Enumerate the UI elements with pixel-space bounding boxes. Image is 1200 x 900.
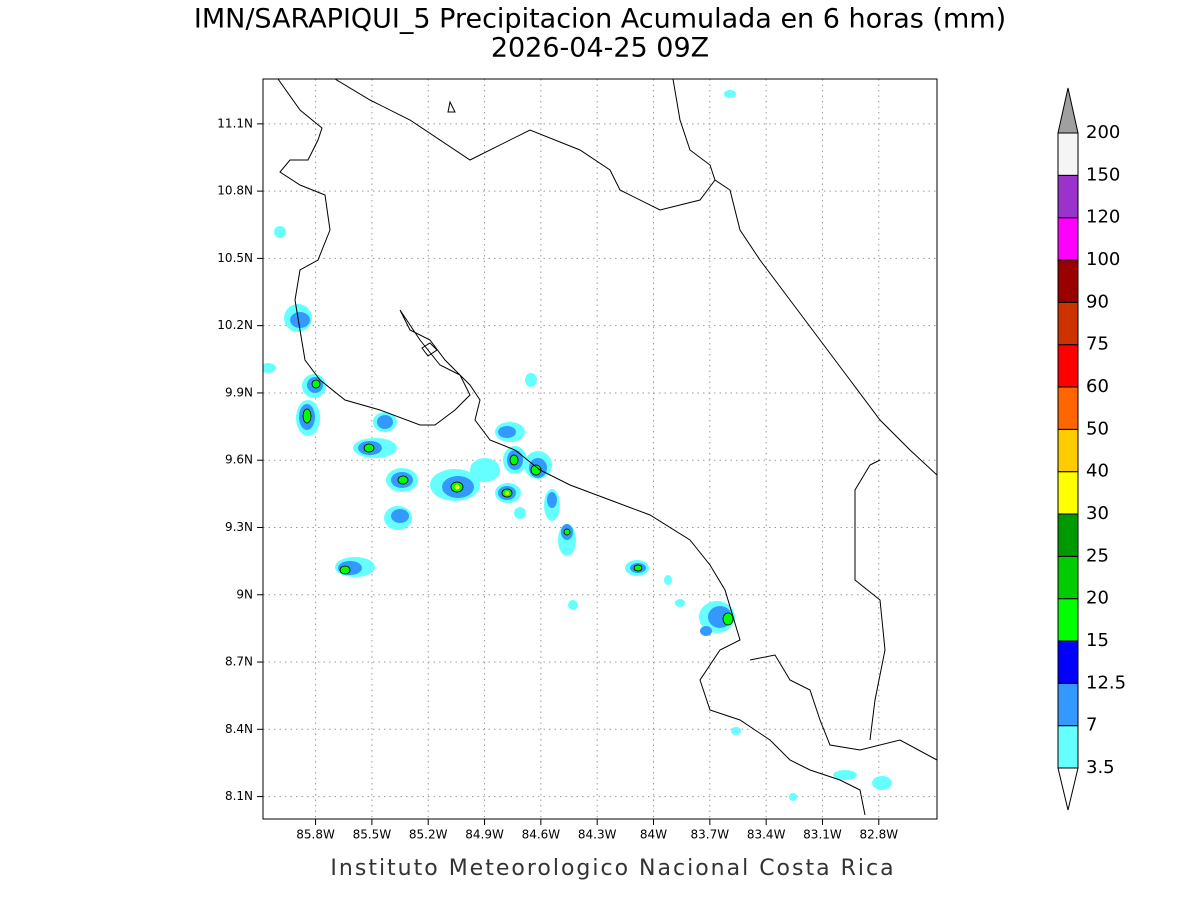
x-tick-label: 85.5W: [353, 828, 392, 842]
colorbar-box: [1057, 386, 1079, 430]
colorbar-label: 60: [1086, 376, 1109, 397]
colorbar-label: 20: [1086, 588, 1109, 609]
colorbar-box: [1057, 725, 1079, 769]
colorbar-box: [1057, 132, 1079, 176]
y-tick-label: 10.5N: [217, 251, 253, 265]
x-tick-label: 84.6W: [522, 828, 561, 842]
colorbar-label: 120: [1086, 207, 1120, 228]
colorbar-box: [1057, 428, 1079, 473]
x-tick-label: 83.1W: [803, 828, 842, 842]
colorbar-label: 15: [1086, 630, 1109, 651]
rain-light: [263, 90, 892, 801]
colorbar-box: [1057, 513, 1079, 557]
colorbar-box: [1057, 471, 1079, 515]
y-tick-label: 9.3N: [225, 520, 253, 534]
y-tick-label: 9N: [236, 587, 253, 601]
y-tick-label: 8.4N: [225, 722, 253, 736]
footer: Instituto Meteorologico Nacional Costa R…: [330, 856, 895, 881]
y-tick-label: 8.7N: [225, 655, 253, 669]
colorbar-box: [1057, 259, 1079, 303]
precipitation: [263, 79, 937, 816]
x-tick-label: 84W: [640, 828, 667, 842]
x-tick-label: 85.2W: [409, 828, 448, 842]
colorbar-label: 40: [1086, 461, 1109, 482]
y-tick-label: 10.8N: [217, 184, 253, 198]
colorbar-label: 12.5: [1086, 672, 1126, 693]
coastline: [277, 79, 937, 816]
y-tick-label: 9.9N: [225, 385, 253, 399]
grid: [263, 79, 937, 819]
rain-moderate: [290, 312, 732, 636]
colorbar-label: 90: [1086, 291, 1109, 312]
colorbar-label: 30: [1086, 503, 1109, 524]
x-tick-label: 84.3W: [578, 828, 617, 842]
colorbar-box: [1057, 174, 1079, 219]
colorbar-over: [1057, 87, 1079, 134]
colorbar: 3.5 7 12.5 15 20 25 30 40 50 60 75 90 100 120 150 200: [1057, 87, 1126, 811]
colorbar-label: 100: [1086, 249, 1120, 270]
colorbar-under: [1057, 767, 1079, 811]
colorbar-box: [1057, 301, 1079, 346]
map-frame: [262, 78, 938, 820]
colorbar-box: [1057, 682, 1079, 727]
colorbar-box: [1057, 555, 1079, 600]
x-tick-label: 82.8W: [860, 828, 899, 842]
colorbar-label: 75: [1086, 334, 1109, 355]
colorbar-label: 3.5: [1086, 757, 1115, 778]
subtitle: 2026-04-25 09Z: [491, 33, 709, 64]
colorbar-label: 7: [1086, 715, 1097, 736]
colorbar-label: 200: [1086, 122, 1120, 143]
y-tick-label: 10.2N: [217, 318, 253, 332]
colorbar-label: 150: [1086, 164, 1120, 185]
y-tick-label: 8.1N: [225, 789, 253, 803]
colorbar-box: [1057, 640, 1079, 684]
colorbar-label: 50: [1086, 418, 1109, 439]
colorbar-box: [1057, 598, 1079, 642]
y-tick-label: 11.1N: [217, 116, 253, 130]
colorbar-label: 25: [1086, 545, 1109, 566]
colorbar-box: [1057, 217, 1079, 261]
x-tick-label: 85.8W: [296, 828, 335, 842]
x-tick-label: 84.9W: [465, 828, 504, 842]
title: IMN/SARAPIQUI_5 Precipitacion Acumulada …: [194, 4, 1006, 35]
rain-heavy: [302, 379, 734, 626]
x-tick-label: 83.4W: [747, 828, 786, 842]
rain-intense: [454, 484, 509, 495]
x-tick-label: 83.7W: [691, 828, 730, 842]
colorbar-box: [1057, 344, 1079, 388]
y-tick-label: 9.6N: [225, 453, 253, 467]
